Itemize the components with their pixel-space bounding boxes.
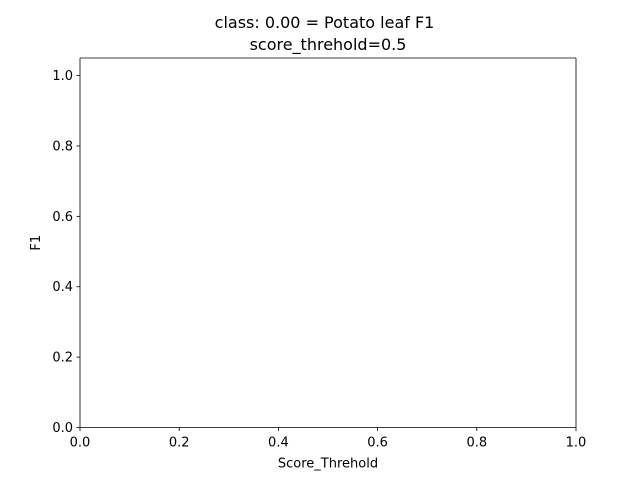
- y-tick-label: 1.0: [52, 69, 73, 84]
- x-tick-label: 0.4: [268, 436, 289, 451]
- plot-area: [80, 58, 576, 428]
- y-axis-label: F1: [29, 235, 44, 251]
- x-tick-label: 0.2: [169, 436, 190, 451]
- x-tick-label: 0.8: [466, 436, 487, 451]
- x-axis-label: Score_Threhold: [278, 457, 378, 472]
- y-tick-label: 0.2: [52, 351, 73, 366]
- x-tick-label: 0.0: [70, 436, 91, 451]
- y-tick-label: 0.6: [52, 210, 73, 225]
- y-tick-label: 0.0: [52, 421, 73, 436]
- y-tick-label: 0.4: [52, 280, 73, 295]
- x-tick-label: 0.6: [367, 436, 388, 451]
- chart-title-line-2: score_threhold=0.5: [250, 35, 407, 55]
- x-tick-label: 1.0: [566, 436, 587, 451]
- chart-title-line-1: class: 0.00 = Potato leaf F1: [215, 13, 435, 32]
- x-axis-ticks: 0.0 0.2 0.4 0.6 0.8 1.0: [70, 427, 587, 451]
- y-axis-ticks: 0.0 0.2 0.4 0.6 0.8 1.0: [52, 69, 80, 436]
- y-tick-label: 0.8: [52, 139, 73, 154]
